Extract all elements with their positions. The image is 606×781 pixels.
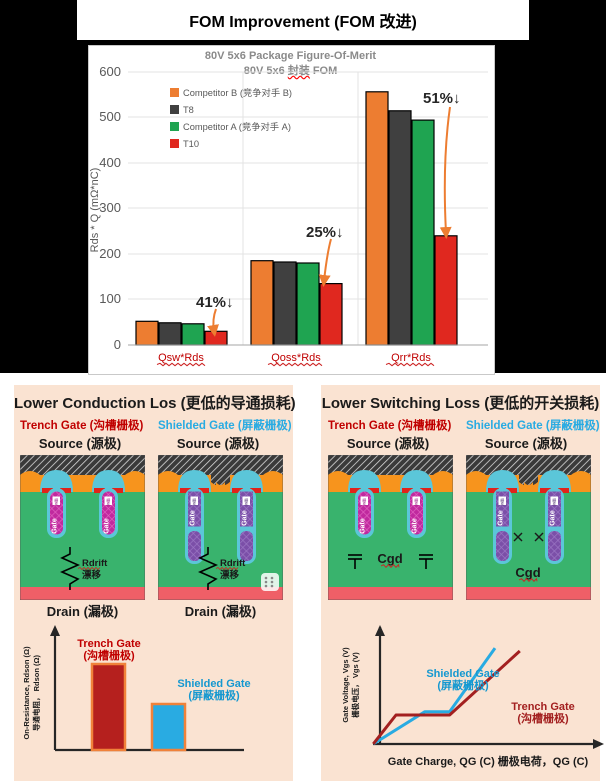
- svg-text:漂移: 漂移: [82, 569, 102, 581]
- svg-text:500: 500: [99, 109, 121, 124]
- svg-text:Gate: Gate: [550, 510, 557, 526]
- svg-text:漂移: 漂移: [220, 569, 240, 581]
- svg-text:Gate Charge, QG (C) 栅极电荷，Q: Gate Charge, QG (C) 栅极电荷，QG (C): [388, 754, 589, 768]
- svg-text:600: 600: [99, 64, 121, 79]
- svg-text:51%↓: 51%↓: [423, 90, 461, 107]
- svg-text:极: 极: [501, 501, 504, 506]
- svg-text:Cgd: Cgd: [377, 551, 402, 566]
- svg-text:极: 极: [245, 501, 248, 506]
- svg-text:Cgd: Cgd: [515, 565, 540, 580]
- svg-text:Shielded Gate: Shielded Gate: [177, 678, 250, 690]
- svg-text:On-Resistance, Rdson (Ω): On-Resistance, Rdson (Ω): [22, 646, 31, 740]
- svg-text:Competitor A (竞争对手 A): Competitor A (竞争对手 A): [183, 121, 291, 132]
- svg-text:极: 极: [363, 501, 366, 506]
- svg-text:Qsw*Rds: Qsw*Rds: [158, 352, 204, 364]
- svg-text:200: 200: [99, 246, 121, 261]
- svg-text:极: 极: [55, 501, 58, 506]
- svg-text:极: 极: [553, 501, 556, 506]
- svg-text:Gate: Gate: [104, 518, 111, 534]
- svg-text:Gate: Gate: [242, 510, 249, 526]
- svg-text:(屏蔽栅极): (屏蔽栅极): [188, 688, 240, 702]
- svg-text:栅极电压， Vgs (V): 栅极电压， Vgs (V): [350, 652, 360, 718]
- svg-text:Qrr*Rds: Qrr*Rds: [391, 352, 431, 364]
- svg-text:400: 400: [99, 155, 121, 170]
- svg-text:0: 0: [114, 337, 121, 352]
- svg-text:导通电阻， Rdson (Ω): 导通电阻， Rdson (Ω): [31, 654, 41, 731]
- svg-text:极: 极: [415, 501, 418, 506]
- svg-text:T10: T10: [183, 139, 199, 149]
- svg-text:T8: T8: [183, 105, 194, 115]
- svg-text:100: 100: [99, 291, 121, 306]
- svg-text:(屏蔽栅极): (屏蔽栅极): [437, 678, 489, 692]
- svg-text:300: 300: [99, 200, 121, 215]
- svg-text:(沟槽栅极): (沟槽栅极): [83, 648, 135, 662]
- svg-text:极: 极: [193, 501, 196, 506]
- svg-text:Shielded Gate: Shielded Gate: [426, 668, 499, 680]
- svg-text:(沟槽栅极): (沟槽栅极): [517, 711, 569, 725]
- svg-text:Rds * Q (mΩ*nC): Rds * Q (mΩ*nC): [89, 168, 101, 253]
- svg-text:Trench Gate: Trench Gate: [511, 701, 575, 713]
- svg-text:Gate: Gate: [52, 518, 59, 534]
- svg-text:Gate Voltage, Vgs (V): Gate Voltage, Vgs (V): [341, 647, 350, 723]
- svg-text:Gate: Gate: [360, 518, 367, 534]
- svg-text:Rdrift: Rdrift: [82, 558, 108, 569]
- svg-text:Gate: Gate: [190, 510, 197, 526]
- svg-text:Trench Gate: Trench Gate: [77, 638, 141, 650]
- svg-text:Gate: Gate: [498, 510, 505, 526]
- svg-text:Gate: Gate: [412, 518, 419, 534]
- svg-text:25%↓: 25%↓: [306, 224, 344, 241]
- svg-text:Competitor B (竞争对手 B): Competitor B (竞争对手 B): [183, 87, 292, 98]
- svg-text:极: 极: [107, 501, 110, 506]
- svg-text:Rdrift: Rdrift: [220, 558, 246, 569]
- svg-text:41%↓: 41%↓: [196, 294, 234, 311]
- svg-text:Qoss*Rds: Qoss*Rds: [271, 352, 321, 364]
